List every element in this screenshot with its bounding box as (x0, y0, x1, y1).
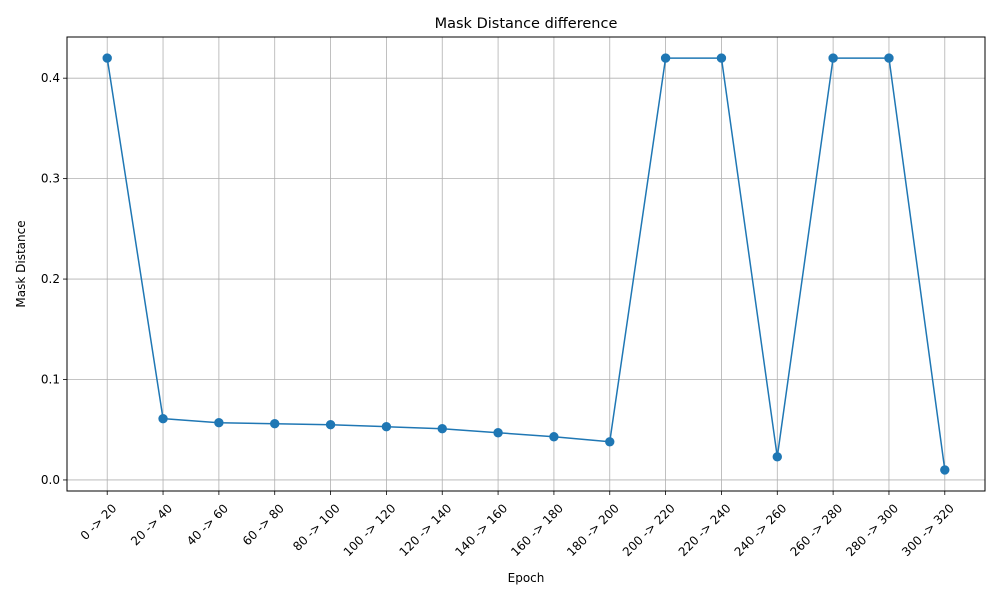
y-tick-label: 0.2 (41, 272, 60, 286)
plot-area-frame (66, 36, 986, 492)
data-point (660, 53, 671, 63)
grid (67, 37, 985, 491)
y-tick-label: 0.0 (41, 473, 60, 487)
chart-title: Mask Distance difference (435, 16, 618, 32)
data-point (549, 432, 559, 442)
data-point (493, 428, 503, 438)
data-point (828, 53, 838, 63)
data-point (214, 417, 224, 428)
y-tick-label: 0.1 (41, 373, 60, 387)
y-axis-label: Mask Distance (14, 220, 28, 307)
data-point (772, 452, 782, 462)
series-line (106, 57, 946, 471)
data-point (716, 53, 727, 63)
data-point (884, 53, 894, 63)
data-point (325, 420, 336, 430)
data-point (605, 437, 615, 447)
series-line-group (102, 53, 950, 475)
data-point (437, 424, 447, 434)
data-point (270, 419, 280, 429)
y-tick-label: 0.3 (41, 172, 60, 186)
data-point (158, 413, 168, 424)
data-point (940, 465, 950, 475)
data-point (381, 422, 392, 432)
y-tick-label: 0.4 (41, 71, 60, 85)
x-axis-label: Epoch (508, 571, 545, 585)
data-point (102, 53, 112, 63)
